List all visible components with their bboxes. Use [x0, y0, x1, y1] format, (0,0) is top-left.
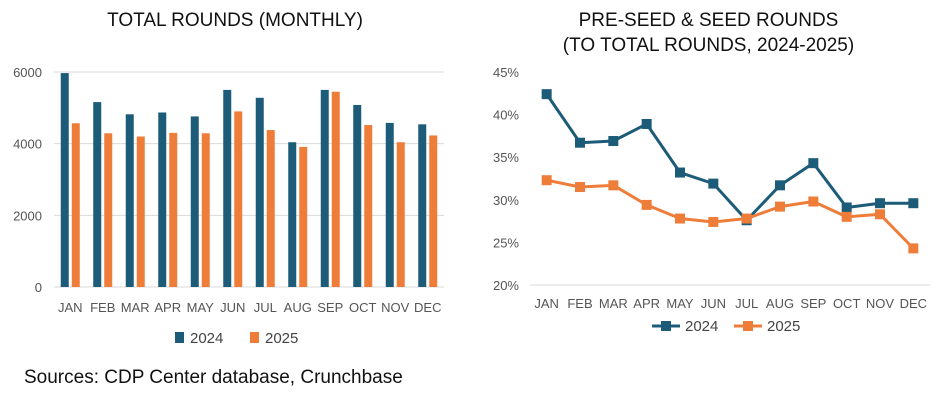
- line-x-tick-label: AUG: [766, 296, 794, 311]
- line-marker-2025-oct: [841, 211, 852, 222]
- line-marker-2025-nov: [875, 209, 885, 220]
- bar-y-tick-label: 2000: [13, 208, 42, 223]
- bar-x-tick-label: DEC: [414, 300, 441, 315]
- line-series-2025: [546, 178, 915, 250]
- line-series-2024: [545, 93, 914, 222]
- bar-2025-may: [201, 133, 210, 287]
- bar-2024-jun: [223, 89, 232, 288]
- bar-2024-dec: [418, 124, 427, 287]
- line-marker-2025-may: [675, 213, 685, 224]
- bar-2025-apr: [169, 132, 178, 287]
- line-marker-2024-oct: [841, 202, 852, 213]
- line-x-tick-label: APR: [633, 296, 660, 311]
- line-chart-panel: PRE-SEED & SEED ROUNDS (TO TOTAL ROUNDS,…: [470, 0, 947, 360]
- bar-2024-may: [190, 116, 199, 287]
- line-y-tick-label: 30%: [493, 193, 519, 208]
- bar-2024-mar: [125, 114, 134, 288]
- bar-2024-apr: [158, 112, 167, 287]
- bar-x-tick-label: APR: [154, 300, 181, 315]
- line-legend-marker-2024: [661, 321, 671, 331]
- line-marker-2025-dec: [908, 243, 919, 254]
- bar-2025-feb: [104, 133, 113, 287]
- line-marker-2024-dec: [908, 198, 919, 209]
- line-y-tick-label: 35%: [493, 150, 519, 165]
- line-x-tick-label: NOV: [866, 296, 895, 311]
- line-x-tick-label: JUL: [735, 296, 758, 311]
- bar-2025-sep: [331, 91, 340, 287]
- line-x-tick-label: DEC: [900, 296, 927, 311]
- bar-2024-nov: [385, 122, 394, 287]
- line-marker-2025-apr: [641, 199, 652, 210]
- line-y-tick-label: 20%: [493, 278, 519, 293]
- bar-x-tick-label: MAR: [121, 300, 150, 315]
- bar-x-tick-label: SEP: [317, 300, 343, 315]
- line-legend-label-2024: 2024: [685, 318, 718, 335]
- line-x-tick-label: SEP: [800, 296, 826, 311]
- line-marker-2024-jan: [541, 89, 552, 100]
- line-x-tick-label: OCT: [833, 296, 861, 311]
- line-legend-label-2025: 2025: [767, 318, 800, 335]
- bar-2025-jul: [266, 130, 275, 287]
- bar-legend-swatch-2025: [250, 332, 259, 343]
- line-marker-2024-nov: [875, 198, 885, 209]
- line-x-tick-label: MAY: [666, 296, 694, 311]
- bar-legend-swatch-2024: [175, 332, 184, 343]
- bar-x-tick-label: JUL: [254, 300, 277, 315]
- bar-x-tick-label: JAN: [58, 300, 83, 315]
- line-x-tick-label: FEB: [567, 296, 592, 311]
- line-marker-2025-mar: [608, 180, 619, 191]
- source-note: Sources: CDP Center database, Crunchbase: [24, 367, 403, 388]
- bar-x-tick-label: MAY: [187, 300, 215, 315]
- bar-x-tick-label: NOV: [381, 300, 410, 315]
- bar-2025-mar: [136, 136, 145, 287]
- line-marker-2024-jun: [708, 178, 719, 189]
- bar-2024-oct: [353, 104, 362, 287]
- bar-legend-label-2024: 2024: [190, 330, 223, 347]
- bar-x-tick-label: AUG: [284, 300, 312, 315]
- line-chart: 20% 25% 30% 35% 40% 45% JAN FEB MAR APR MAY JUN JUL A…: [493, 65, 930, 335]
- line-marker-2025-jul: [741, 213, 752, 224]
- line-marker-2025-aug: [775, 201, 785, 212]
- line-legend-marker-2025: [743, 321, 753, 331]
- bar-x-tick-label: JUN: [220, 300, 245, 315]
- bar-2025-aug: [299, 146, 308, 287]
- line-marker-2025-feb: [575, 182, 585, 193]
- bar-2024-jan: [60, 73, 69, 287]
- bar-chart-panel: TOTAL ROUNDS (MONTHLY) 0 2000 4000 6000 JAN F…: [0, 0, 470, 360]
- line-marker-2025-jan: [541, 175, 552, 186]
- bar-2025-nov: [396, 142, 405, 287]
- bar-chart-title: TOTAL ROUNDS (MONTHLY): [107, 10, 363, 31]
- bar-2025-jan: [71, 123, 80, 287]
- bar-2025-jun: [234, 111, 243, 288]
- bar-x-tick-label: FEB: [90, 300, 115, 315]
- bar-x-tick-label: OCT: [349, 300, 377, 315]
- line-y-tick-label: 45%: [493, 65, 519, 80]
- line-marker-2024-feb: [575, 137, 585, 148]
- line-chart-title-line2: (TO TOTAL ROUNDS, 2024-2025): [562, 35, 855, 56]
- bar-2024-feb: [93, 102, 102, 287]
- line-marker-2024-mar: [608, 136, 619, 147]
- line-chart-title-line1: PRE-SEED & SEED ROUNDS: [578, 10, 839, 31]
- bar-2025-dec: [429, 135, 438, 287]
- line-marker-2024-may: [675, 167, 685, 178]
- line-marker-2025-jun: [708, 216, 719, 227]
- bar-chart: 0 2000 4000 6000 JAN FEB MAR APR MAY JUN JUL AUG SEP…: [13, 65, 444, 347]
- line-marker-2024-apr: [641, 118, 652, 129]
- line-marker-2024-sep: [808, 158, 819, 169]
- bar-2024-sep: [320, 89, 329, 288]
- line-y-tick-label: 40%: [493, 108, 519, 123]
- line-x-tick-label: MAR: [599, 296, 628, 311]
- line-marker-2025-sep: [808, 196, 819, 207]
- bar-y-tick-label: 4000: [13, 137, 42, 152]
- bar-y-tick-label: 6000: [13, 65, 42, 80]
- line-y-tick-label: 25%: [493, 235, 519, 250]
- line-marker-2024-aug: [775, 180, 785, 191]
- line-x-tick-label: JUN: [701, 296, 726, 311]
- line-x-tick-label: JAN: [534, 296, 559, 311]
- bar-2024-aug: [288, 142, 297, 287]
- bar-2025-oct: [364, 125, 373, 288]
- bar-2024-jul: [255, 97, 264, 287]
- bar-y-tick-label: 0: [35, 280, 42, 295]
- bar-legend-label-2025: 2025: [265, 330, 298, 347]
